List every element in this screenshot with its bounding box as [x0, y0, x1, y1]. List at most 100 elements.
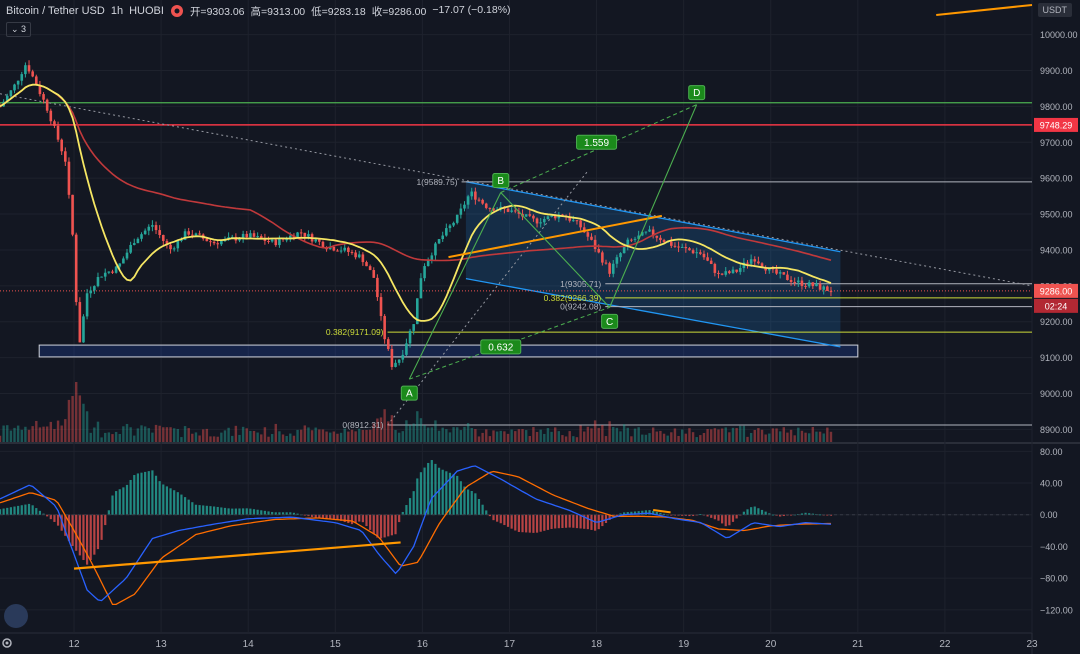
macd-histogram-bar — [430, 460, 433, 515]
macd-histogram-bar — [339, 514, 343, 521]
candle — [350, 251, 354, 253]
candle — [789, 280, 793, 282]
volume-bar — [426, 427, 430, 442]
indicator-toggle[interactable]: ⌄ 3 — [6, 22, 32, 37]
candles-group — [0, 60, 833, 370]
volume-bar — [96, 421, 100, 442]
volume-bar — [67, 399, 71, 442]
price-tick-label: 9100.00 — [1040, 353, 1073, 363]
time-tick-label: 20 — [765, 639, 777, 650]
volume-bar — [666, 435, 669, 442]
volume-bar — [310, 430, 314, 442]
macd-histogram-bar — [485, 510, 488, 515]
macd-histogram-bar — [760, 509, 764, 515]
candle — [720, 273, 724, 275]
macd-histogram-bar — [644, 510, 648, 515]
macd-histogram-bar — [332, 514, 335, 520]
candle — [328, 246, 332, 250]
symbol-title[interactable]: Bitcoin / Tether USD — [6, 5, 105, 17]
macd-histogram-bar — [165, 486, 169, 515]
candle — [303, 232, 307, 237]
volume-bar — [223, 430, 227, 442]
candle — [241, 233, 245, 239]
gear-icon[interactable] — [0, 636, 14, 650]
volume-bar — [684, 433, 688, 442]
fib-label: 0(9242.08) — [560, 302, 601, 312]
macd-histogram-bar — [209, 506, 212, 515]
candle — [423, 266, 426, 279]
candle — [561, 214, 564, 216]
macd-histogram-bar — [107, 510, 110, 515]
macd-histogram-bar — [46, 514, 49, 517]
macd-histogram-bar — [354, 514, 357, 524]
candle — [640, 232, 644, 236]
eye-icon[interactable] — [170, 4, 184, 18]
volume-bar — [673, 428, 677, 442]
candle — [532, 215, 535, 219]
candle — [575, 220, 579, 222]
macd-histogram-bar — [136, 473, 139, 515]
volume-bar — [314, 427, 317, 442]
currency-badge[interactable]: USDT — [1037, 3, 1072, 17]
macd-histogram-bar — [492, 514, 495, 521]
macd-histogram-bar — [285, 512, 288, 515]
candle — [285, 239, 288, 241]
volume-bar — [488, 436, 492, 442]
channel-bottom-line — [465, 278, 841, 348]
candle — [684, 246, 688, 249]
candle — [738, 268, 742, 272]
volume-bar — [630, 436, 633, 442]
candle — [775, 269, 778, 274]
candle — [49, 110, 53, 122]
volume-bar — [651, 427, 655, 442]
fib-label: 0(8912.31) — [342, 420, 383, 430]
macd-histogram-bar — [655, 511, 658, 515]
volume-bar — [202, 429, 205, 442]
macd-divergence-line — [73, 541, 401, 570]
macd-histogram-bar — [212, 506, 216, 515]
candle — [448, 225, 452, 229]
interval-label[interactable]: 1h — [110, 5, 124, 17]
macd-histogram-bar — [216, 506, 219, 515]
candle — [71, 194, 74, 235]
macd-histogram-group — [0, 460, 833, 565]
volume-bar — [619, 431, 622, 442]
candle — [513, 210, 517, 212]
macd-histogram-bar — [670, 514, 673, 516]
candle — [209, 241, 212, 243]
macd-histogram-bar — [626, 512, 629, 515]
candle — [757, 261, 760, 264]
time-tick-label: 17 — [504, 639, 516, 650]
ma-fast-line — [0, 83, 832, 322]
volume-bar — [85, 411, 89, 442]
volume-bar — [503, 431, 506, 442]
volume-bar — [633, 428, 637, 442]
candle — [474, 191, 477, 200]
candle — [347, 247, 350, 252]
volume-bar — [299, 429, 303, 442]
volume-bar — [811, 426, 815, 442]
ratio-label: 0.632 — [480, 339, 522, 355]
volume-bar — [401, 431, 404, 442]
candle — [797, 280, 800, 283]
candle — [619, 253, 622, 258]
volume-bar — [125, 423, 129, 442]
volume-bar — [485, 429, 488, 442]
macd-histogram-bar — [64, 514, 67, 536]
volume-bar — [241, 426, 245, 442]
candle — [695, 252, 699, 254]
fib-label: 0.382(9266.39) — [544, 293, 602, 303]
macd-histogram-bar — [499, 514, 502, 524]
volume-bar — [187, 428, 190, 442]
candle — [455, 214, 459, 223]
volume-bar — [9, 430, 13, 442]
volume-bar — [397, 432, 401, 442]
macd-histogram-bar — [292, 512, 296, 515]
fib-diagonal — [387, 170, 589, 426]
exchange-label: HUOBI — [129, 5, 164, 17]
volume-bar — [477, 436, 481, 442]
volume-bar — [234, 425, 238, 442]
macd-histogram-bar — [467, 489, 470, 515]
macd-histogram-bar — [13, 506, 16, 515]
